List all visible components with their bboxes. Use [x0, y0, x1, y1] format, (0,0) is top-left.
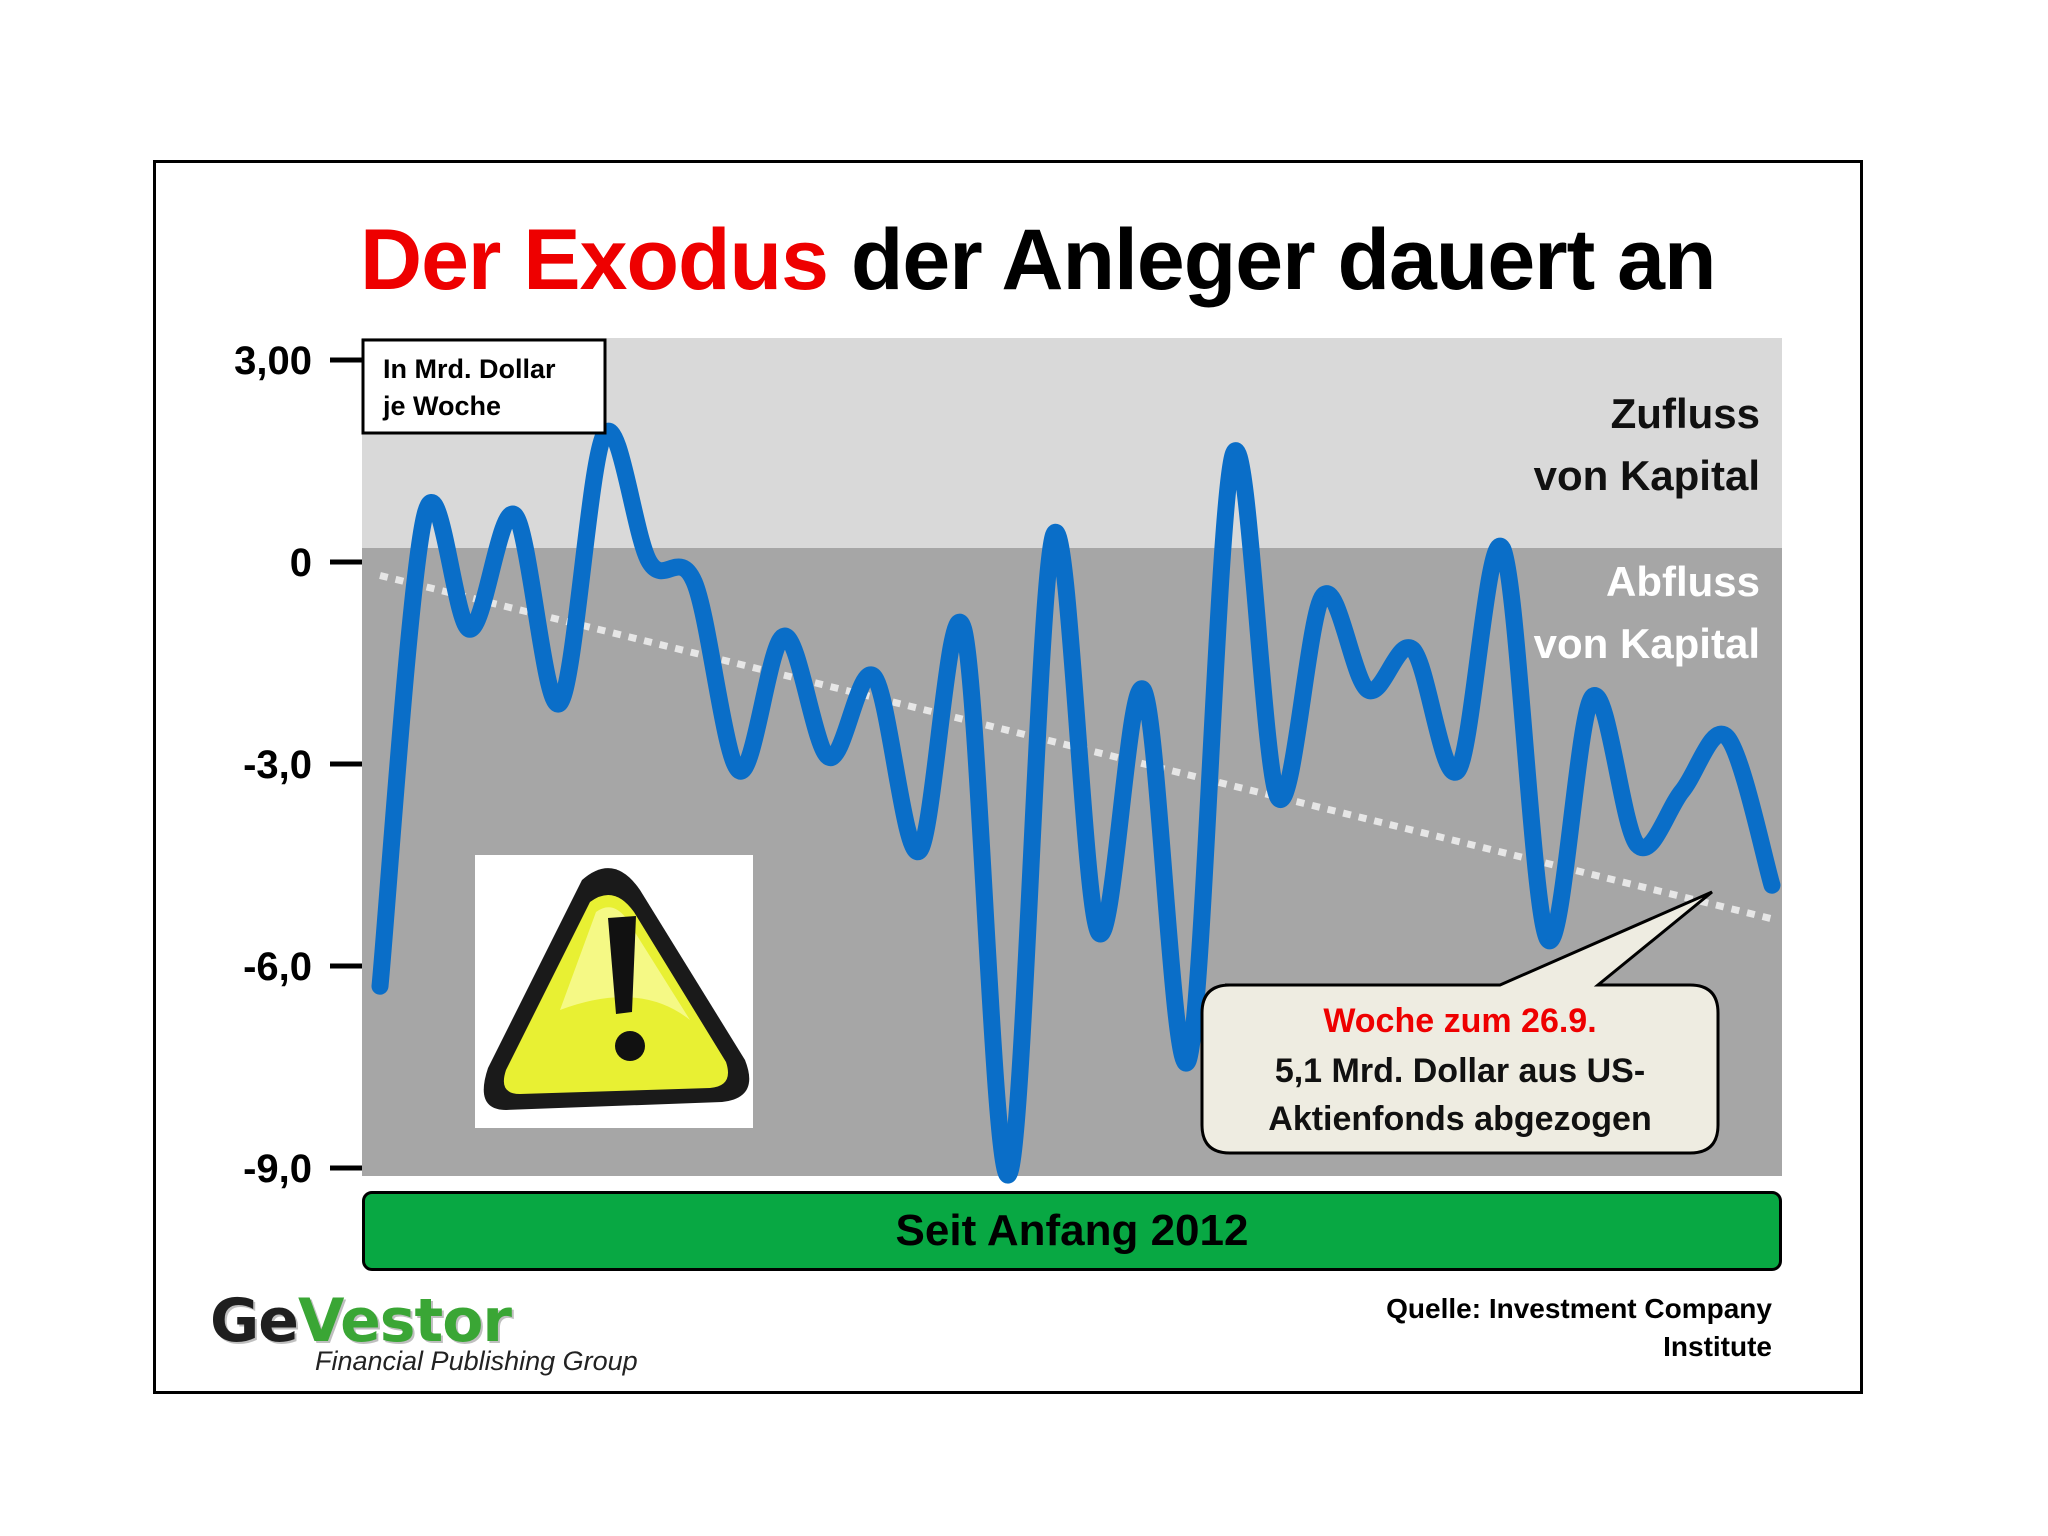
inflow-label-line1: Zufluss: [1611, 390, 1760, 437]
data-point-10: [828, 756, 831, 759]
logo-tagline: Financial Publishing Group: [315, 1346, 638, 1376]
y-tick-label-1: 0: [290, 541, 312, 585]
gevestor-logo: GeVestor Financial Publishing Group: [210, 1286, 638, 1378]
data-point-14: [1007, 1173, 1010, 1176]
y-tick-label-0: 3,00: [234, 339, 312, 383]
y-axis: 3,00 0 -3,0 -6,0 -9,0: [234, 339, 362, 1191]
data-points: [379, 433, 1773, 1176]
source-line1: Quelle: Investment Company: [1386, 1293, 1772, 1324]
data-point-23: [1411, 648, 1414, 651]
unit-note-line2: je Woche: [382, 391, 501, 421]
data-point-27: [1591, 695, 1594, 698]
callout-line2: Aktienfonds abgezogen: [1268, 1100, 1651, 1138]
data-point-12: [917, 850, 920, 853]
unit-note-box: [361, 338, 607, 435]
y-tick-label-2: -3,0: [243, 743, 312, 787]
data-point-4: [558, 702, 561, 705]
data-point-29: [1681, 789, 1684, 792]
data-point-0: [379, 985, 381, 988]
unit-note: In Mrd. Dollar je Woche: [361, 338, 607, 435]
data-point-2: [468, 628, 471, 631]
data-point-20: [1277, 796, 1280, 799]
chart-title: Der Exodus der Anleger dauert an: [360, 205, 1780, 315]
title-rest: der Anleger dauert an: [850, 212, 1717, 308]
logo-vestor: Vestor: [297, 1286, 512, 1356]
data-point-30: [1726, 736, 1729, 739]
outflow-label-line1: Abfluss: [1606, 558, 1760, 605]
callout-line1: 5,1 Mrd. Dollar aus US-: [1275, 1052, 1645, 1090]
outflow-label-line2: von Kapital: [1534, 620, 1760, 667]
callout-heading: Woche zum 26.9.: [1323, 1002, 1596, 1040]
data-point-25: [1501, 547, 1504, 550]
data-point-31: [1771, 884, 1773, 887]
data-point-1: [423, 513, 426, 516]
source-note: Quelle: Investment Company Institute: [1252, 1290, 1772, 1366]
data-point-7: [693, 581, 696, 584]
zone-labels: Zufluss von Kapital Abfluss von Kapital: [1534, 390, 1760, 667]
unit-note-line1: In Mrd. Dollar: [383, 354, 556, 384]
data-point-16: [1097, 931, 1100, 934]
callout-bubble: [1200, 890, 1720, 1155]
title-highlight: Der Exodus: [360, 212, 829, 308]
data-point-28: [1636, 843, 1639, 846]
data-point-19: [1232, 453, 1235, 456]
data-point-8: [738, 769, 741, 772]
source-line2: Institute: [1663, 1331, 1772, 1362]
data-point-9: [783, 635, 786, 638]
chart-frame: [153, 160, 1863, 1394]
data-point-13: [962, 628, 965, 631]
logo-ge: Ge: [210, 1286, 299, 1356]
data-point-26: [1546, 938, 1549, 941]
data-point-3: [513, 513, 516, 516]
data-point-6: [648, 561, 651, 563]
data-point-22: [1366, 688, 1369, 691]
warning-icon: [475, 855, 753, 1128]
y-tick-label-3: -6,0: [243, 945, 312, 989]
inflow-label-line2: von Kapital: [1534, 452, 1760, 499]
data-point-15: [1052, 534, 1055, 537]
data-point-17: [1142, 688, 1145, 691]
data-point-11: [872, 675, 875, 678]
callout: Woche zum 26.9. 5,1 Mrd. Dollar aus US- …: [1200, 890, 1720, 1155]
data-point-18: [1187, 1059, 1190, 1062]
data-point-21: [1321, 594, 1324, 597]
data-point-24: [1456, 769, 1459, 772]
y-tick-label-4: -9,0: [243, 1147, 312, 1191]
period-label: Seit Anfang 2012: [362, 1191, 1782, 1271]
logo-wordmark: GeVestor: [210, 1286, 512, 1356]
